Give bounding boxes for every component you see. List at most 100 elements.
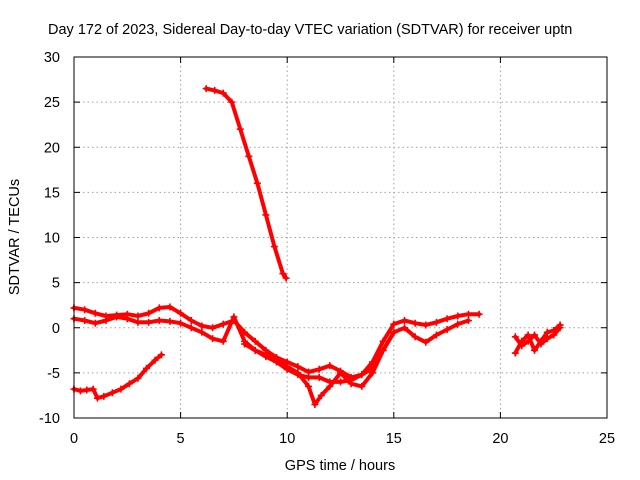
data-point: [347, 376, 355, 384]
data-point: [157, 351, 165, 359]
y-tick-label: 0: [52, 321, 60, 337]
data-point: [91, 319, 99, 327]
series-arc-7: [511, 321, 564, 357]
data-point: [390, 320, 398, 328]
data-point: [198, 322, 206, 330]
x-tick-label: 5: [177, 431, 185, 447]
y-tick-label: 5: [52, 276, 60, 292]
data-point: [81, 306, 89, 314]
data-points: [70, 85, 564, 408]
data-point: [211, 86, 219, 94]
data-point: [91, 309, 99, 317]
data-point: [305, 373, 313, 381]
data-point: [262, 211, 270, 219]
y-tick-label: 30: [44, 50, 60, 66]
data-point: [411, 333, 419, 341]
y-tick-label: 15: [44, 185, 60, 201]
data-point: [83, 386, 91, 394]
data-point: [108, 389, 116, 397]
data-point: [93, 394, 101, 402]
data-point: [368, 364, 376, 372]
data-point: [262, 353, 270, 361]
x-tick-label: 25: [599, 431, 615, 447]
data-point: [219, 320, 227, 328]
data-point: [230, 313, 238, 321]
data-point: [326, 362, 334, 370]
data-point: [422, 321, 430, 329]
y-axis-label: SDTVAR / TECUs: [7, 179, 23, 295]
data-point: [236, 125, 244, 133]
data-point: [219, 337, 227, 345]
data-point: [102, 317, 110, 325]
x-tick-label: 20: [492, 431, 508, 447]
data-point: [209, 324, 217, 332]
data-point: [253, 179, 261, 187]
data-point: [166, 317, 174, 325]
data-point: [279, 270, 287, 278]
data-point: [550, 326, 558, 334]
grid: [74, 57, 607, 418]
data-point: [432, 331, 440, 339]
data-point: [358, 371, 366, 379]
data-point: [315, 373, 323, 381]
data-point: [134, 374, 142, 382]
data-point: [432, 318, 440, 326]
y-tick-label: 20: [44, 140, 60, 156]
data-point: [166, 303, 174, 311]
series-arc-5: [241, 317, 472, 386]
data-point: [134, 312, 142, 320]
data-point: [142, 364, 150, 372]
data-point: [400, 317, 408, 325]
data-point: [524, 331, 532, 339]
data-point: [315, 365, 323, 373]
data-point: [511, 333, 519, 341]
data-point: [531, 346, 539, 354]
data-point: [117, 385, 125, 393]
data-point: [177, 319, 185, 327]
data-point: [241, 340, 249, 348]
data-point: [294, 371, 302, 379]
data-point: [556, 321, 564, 329]
y-tick-label: -5: [47, 366, 60, 382]
data-point: [125, 380, 133, 388]
data-point: [198, 328, 206, 336]
data-point: [390, 328, 398, 336]
data-point: [411, 319, 419, 327]
data-point: [282, 274, 290, 282]
y-tick-label: 25: [44, 95, 60, 111]
y-tick-label: 10: [44, 231, 60, 247]
data-point: [209, 335, 217, 343]
data-point: [151, 356, 159, 364]
data-point: [187, 324, 195, 332]
data-point: [531, 331, 539, 339]
data-point: [454, 312, 462, 320]
data-point: [100, 392, 108, 400]
ticks: 0 5 10 15 20 25 -10 -5 0 5 10 15 20 25 30: [39, 50, 615, 447]
x-tick-label: 0: [70, 431, 78, 447]
data-point: [326, 378, 334, 386]
data-point: [337, 369, 344, 377]
data-point: [283, 365, 291, 373]
data-point: [543, 328, 551, 336]
data-point: [145, 309, 153, 317]
data-point: [76, 387, 84, 395]
data-point: [358, 382, 366, 390]
data-point: [379, 346, 387, 354]
data-point: [113, 313, 121, 321]
data-point: [273, 358, 281, 366]
data-point: [311, 400, 319, 408]
data-point: [155, 317, 163, 325]
data-point: [400, 324, 408, 332]
data-point: [305, 382, 313, 390]
series-arc-1: [202, 85, 290, 282]
data-point: [219, 89, 227, 97]
data-point: [134, 318, 142, 326]
data-point: [228, 98, 236, 106]
data-point: [464, 317, 472, 325]
data-point: [177, 309, 185, 317]
x-tick-label: 10: [279, 431, 295, 447]
y-tick-label: -10: [39, 411, 60, 427]
data-point: [145, 318, 153, 326]
